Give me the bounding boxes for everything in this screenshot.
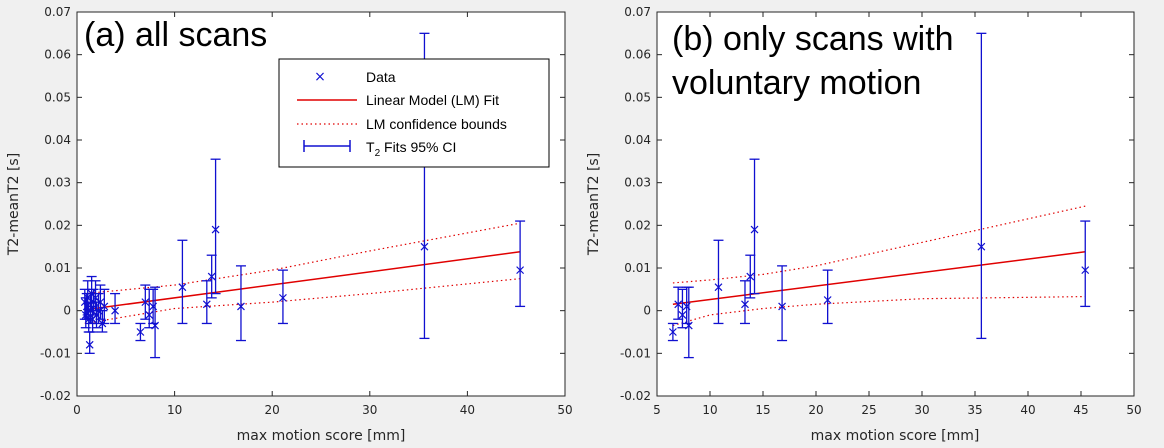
panel-b-points [667,32,1091,359]
panel-b-title-line2: voluntary motion [672,64,921,102]
legend-fit-label: Linear Model (LM) Fit [366,92,499,108]
panel-a-data-point [235,265,246,342]
panel-b-ytick-label: 0.01 [624,261,651,275]
panel-b-xtick-label: 10 [702,403,717,417]
panel-b-curves [672,205,1086,327]
panel-b-data-point [667,322,678,342]
panel-b: 5 10 15 20 25 30 35 40 45 50 -0.02 -0.01 0 0.01 0.02 0.… [579,0,1164,448]
panel-a-ytick-label: 0.01 [44,261,71,275]
panel-b-axes-box [656,11,1135,397]
panel-b-xtick-label: 40 [1020,403,1035,417]
legend-data-marker: × [314,69,326,85]
panel-b-data-point [677,288,688,329]
panel-b-xtick-label: 20 [808,403,823,417]
legend-errorbar-marker [303,140,351,152]
legend-bounds-label: LM confidence bounds [366,116,507,132]
panel-a-data-point [140,284,151,320]
panel-b-lower-bound [672,295,1086,327]
panel-b-ytick-label: 0.05 [624,90,651,104]
panel-b-xtick-label: 5 [653,403,661,417]
panel-b-data-point [713,239,724,325]
panel-b-ytick-label: 0 [643,304,651,318]
panel-b-ticks: 5 10 15 20 25 30 35 40 45 50 -0.02 -0.01 0 0.01 0.02 0.… [620,5,1142,417]
panel-b-ytick-label: 0.07 [624,5,651,19]
panel-a-ytick-label: 0 [63,304,71,318]
panel-a-ytick-label: 0.06 [44,48,71,62]
panel-a-data-point [210,158,221,295]
panel-b-title-line1: (b) only scans with [672,20,954,58]
panel-b-ytick-label: -0.01 [620,346,651,360]
panel-b-data-point [976,32,987,340]
panel-a-xtick-label: 40 [460,403,475,417]
panel-b-data-point [1080,220,1091,308]
panel-a-ticks: 0 10 20 30 40 50 -0.02 -0.01 0 0.01 0.02 0.03 0.04 0.… [40,5,573,417]
panel-b-xtick-label: 50 [1126,403,1141,417]
legend-errorbar-label: T2 Fits 95% CI [366,139,456,159]
panel-b-ytick-label: 0.04 [624,133,651,147]
panel-b-data-point [749,158,760,295]
panel-a-xlabel: max motion score [mm] [237,428,406,444]
panel-b-ytick-label: -0.02 [620,389,651,403]
panel-b-data-point [673,286,684,320]
panel-a-data-point [110,292,121,325]
panel-a-ytick-label: 0.07 [44,5,71,19]
panel-a-xtick-label: 30 [362,403,377,417]
panel-b-xtick-label: 30 [914,403,929,417]
panel-b-ylabel: T2-meanT2 [s] [586,153,602,256]
panel-b-xtick-label: 45 [1073,403,1088,417]
panel-a-ytick-label: -0.02 [40,389,71,403]
legend-box [278,58,550,168]
panel-b-ytick-label: 0.02 [624,218,651,232]
panel-a-data-point [515,220,526,308]
panel-a-ytick-label: -0.01 [40,346,71,360]
panel-b-data-point [777,265,788,342]
panel-a-data-point [99,288,110,325]
panel-a-fit-line [84,251,521,311]
panel-b-plot-area [657,12,1134,396]
legend-data-label: Data [366,69,396,85]
panel-b-data-point [745,254,756,299]
legend: × Data Linear Model (LM) Fit LM confiden… [278,58,550,168]
panel-a-ytick-label: 0.04 [44,133,71,147]
panel-b-xtick-label: 15 [755,403,770,417]
panel-a-data-point [150,286,161,359]
panel-a-ylabel: T2-meanT2 [s] [6,153,22,256]
panel-a-axes-box [76,11,566,397]
panel-a-curves [84,222,521,325]
panel-a-data-point [201,280,212,325]
panel-b-upper-bound [672,205,1086,284]
panel-b-xtick-label: 35 [967,403,982,417]
panel-a-xtick-label: 10 [167,403,182,417]
panel-a-ytick-label: 0.03 [44,176,71,190]
panel-b-xtick-label: 25 [861,403,876,417]
panel-a-xtick-label: 20 [265,403,280,417]
panel-a-data-point [277,269,288,325]
panel-b-ytick-label: 0.03 [624,176,651,190]
panel-b-xlabel: max motion score [mm] [811,428,980,444]
panel-b-data-point [683,286,694,359]
panel-a-data-point [177,239,188,325]
panel-b-ytick-label: 0.06 [624,48,651,62]
panel-a-ytick-label: 0.02 [44,218,71,232]
panel-b-data-point [739,280,750,325]
panel-a: 0 10 20 30 40 50 -0.02 -0.01 0 0.01 0.02 0.03 0.04 0.… [0,0,575,448]
panel-a-ytick-label: 0.05 [44,90,71,104]
panel-a-title: (a) all scans [84,16,267,54]
panel-a-data-point [135,322,146,342]
panel-a-xtick-label: 0 [73,403,81,417]
panel-a-xtick-label: 50 [557,403,572,417]
panel-b-data-point [822,269,833,325]
panel-b-fit-line [672,251,1086,306]
